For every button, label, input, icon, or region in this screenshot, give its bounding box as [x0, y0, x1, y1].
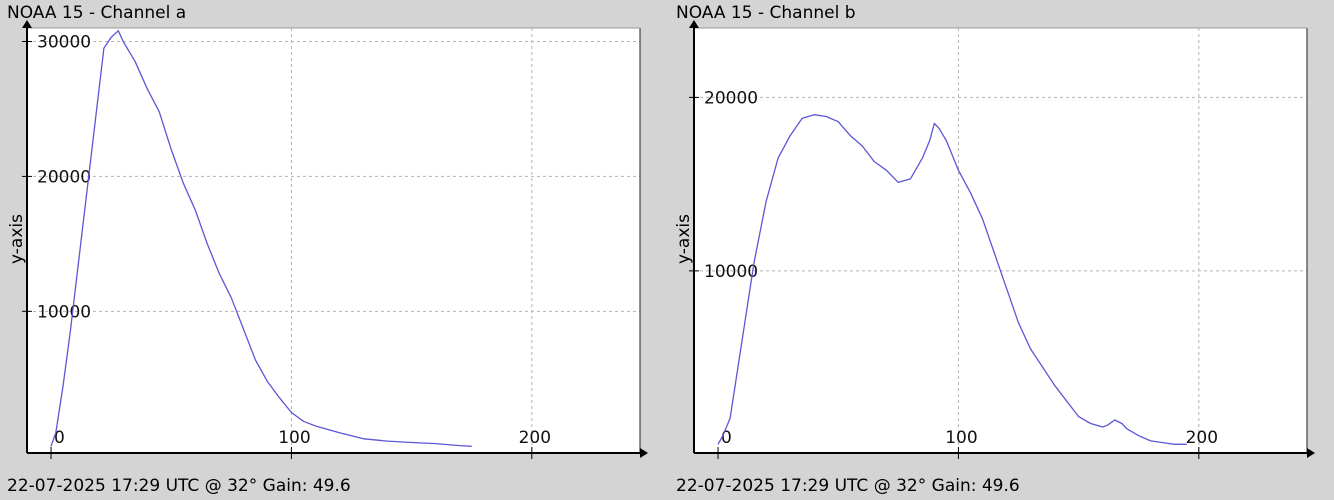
status-footer: 22-07-2025 17:29 UTC @ 32° Gain: 49.6: [7, 476, 351, 496]
plot-background: [27, 28, 640, 453]
x-tick-label: 200: [519, 428, 551, 448]
plot-area: 0 100 200 10000 20000 30000: [22, 20, 648, 459]
y-axis-label: y-axis: [674, 213, 694, 264]
y-tick-label: 20000: [704, 88, 758, 108]
y-tick-label: 10000: [37, 302, 91, 322]
x-tick-label: 0: [54, 428, 65, 448]
x-axis-arrow-icon: [1307, 448, 1315, 458]
x-tick-label: 100: [278, 428, 310, 448]
y-axis-label: y-axis: [7, 213, 27, 264]
y-axis-arrow-icon: [22, 20, 32, 28]
y-axis-arrow-icon: [689, 20, 699, 28]
series-line: [717, 114, 1187, 445]
chart-panel-a: NOAA 15 - Channel a 0 100 200 10000 20000 300…: [7, 3, 648, 496]
status-footer: 22-07-2025 17:29 UTC @ 32° Gain: 49.6: [676, 476, 1020, 496]
chart-title: NOAA 15 - Channel a: [7, 3, 187, 23]
series-line: [50, 30, 472, 447]
x-tick-label: 200: [1186, 428, 1218, 448]
y-tick-label: 10000: [704, 262, 758, 282]
chart-title: NOAA 15 - Channel b: [676, 3, 856, 23]
plot-area: 0 100 200 10000 20000: [689, 20, 1315, 459]
y-tick-label: 20000: [37, 167, 91, 187]
chart-panel-b: NOAA 15 - Channel b 0 100 200 10000 20000 y-…: [667, 0, 1334, 500]
x-tick-label: 100: [945, 428, 977, 448]
plot-background: [694, 28, 1307, 453]
y-tick-label: 30000: [37, 32, 91, 52]
x-tick-label: 0: [721, 428, 732, 448]
x-axis-arrow-icon: [640, 448, 648, 458]
